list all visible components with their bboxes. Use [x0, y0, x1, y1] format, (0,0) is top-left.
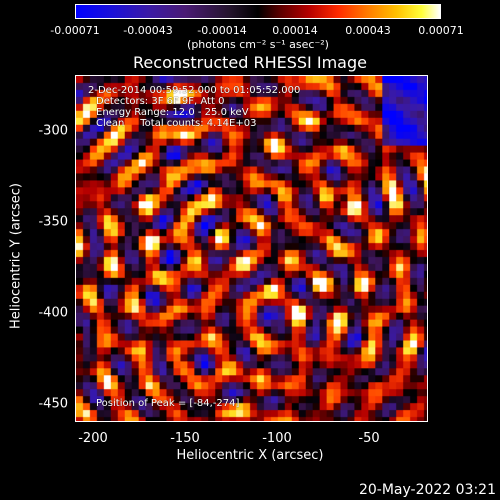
colorbar-tick-label: -0.00014 [197, 24, 247, 37]
colorbar-tick-label: 0.00043 [345, 24, 391, 37]
annotation-peak-position: Position of Peak = [-84,-274] [96, 398, 240, 409]
y-tick-label: -350 [38, 214, 68, 230]
annotation-clean: Clean Total counts: 4.14E+03 [96, 118, 257, 129]
y-tick-label: -300 [38, 123, 68, 139]
colorbar-tick-label: 0.00071 [418, 24, 464, 37]
colorbar-tick-label: 0.00014 [272, 24, 318, 37]
annotation-time-range: 2-Dec-2014 00:59:52.000 to 01:05:52.000 [88, 85, 301, 96]
timestamp: 20-May-2022 03:21 [358, 482, 496, 498]
colorbar-tick-label: -0.00071 [50, 24, 100, 37]
colorbar [75, 4, 441, 19]
x-tick-label: -200 [78, 431, 108, 446]
colorbar-tick-label: -0.00043 [123, 24, 173, 37]
plot-title: Reconstructed RHESSI Image [133, 53, 367, 72]
x-tick-label: -50 [358, 431, 380, 446]
plot-area: 2-Dec-2014 00:59:52.000 to 01:05:52.000 … [75, 75, 428, 422]
x-axis-label: Heliocentric X (arcsec) [176, 448, 324, 463]
annotation-detectors: Detectors: 3F 6F 9F, Att 0 [96, 96, 225, 107]
y-tick-label: -450 [38, 396, 68, 412]
x-tick-label: -150 [170, 431, 200, 446]
colorbar-unit-label: (photons cm⁻² s⁻¹ asec⁻²) [187, 38, 329, 51]
y-tick-label: -400 [38, 305, 68, 321]
x-tick-label: -100 [262, 431, 292, 446]
heatmap-image [76, 76, 427, 421]
y-axis-label: Heliocentric Y (arcsec) [8, 183, 24, 329]
annotation-energy: Energy Range: 12.0 - 25.0 keV [96, 107, 249, 118]
